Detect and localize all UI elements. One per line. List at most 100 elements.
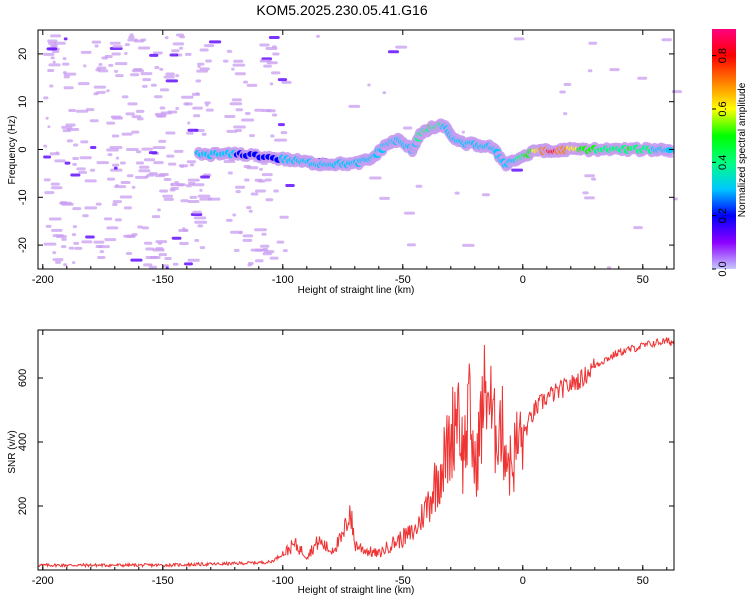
spectrogram-cell	[154, 174, 166, 178]
spectrogram-cell	[76, 167, 86, 171]
spectrogram-cell	[395, 45, 408, 49]
spectrogram-cell	[45, 224, 52, 228]
spectrogram-cell	[94, 44, 99, 48]
spectrogram-cell	[246, 166, 259, 170]
spectrogram-cell	[50, 44, 58, 48]
spectrogram-cell	[50, 56, 55, 60]
spectrogram-cell	[171, 49, 180, 53]
spectrogram-cell	[584, 174, 595, 178]
spectrogram-cell	[136, 117, 144, 121]
spectrogram-cell	[59, 201, 68, 205]
spectrogram-cell	[142, 78, 152, 82]
snr-y-tick-label: 400	[17, 433, 29, 451]
spectrogram-cell	[316, 34, 320, 38]
spectrogram-cell	[70, 173, 81, 177]
spectrogram-cell	[93, 85, 106, 89]
spectrogram-cell	[131, 69, 144, 73]
spectrogram-cell	[63, 72, 77, 76]
spectrogram-cell	[231, 98, 242, 102]
spectrogram-cell	[106, 121, 116, 125]
snr-x-tick-label: -200	[32, 575, 54, 587]
spectrogram-cell	[269, 256, 279, 260]
spectrogram-cell	[139, 165, 150, 169]
snr-x-tick-label: 50	[637, 575, 649, 587]
spectrogram-cell	[231, 67, 235, 71]
spectrogram-cell	[281, 80, 292, 84]
spectrogram-cell	[141, 84, 148, 88]
spectrogram-cell	[259, 43, 270, 47]
spectrogram-cell	[52, 60, 56, 64]
spectrogram-cell	[254, 178, 263, 182]
spectrogram-cell	[141, 147, 153, 151]
spectrogram-cell	[71, 233, 77, 237]
spectrogram-x-tick-label: -150	[152, 274, 174, 286]
spectrogram-cell	[180, 95, 194, 99]
spectrogram-cell	[131, 130, 140, 134]
spectrogram-cell	[265, 198, 274, 202]
spectrogram-cell	[119, 161, 126, 165]
spectrogram-cell	[205, 108, 214, 112]
spectrogram-cell	[96, 66, 107, 70]
spectrogram-cell	[138, 169, 151, 173]
spectrogram-cell	[175, 106, 180, 110]
spectrogram-cell	[43, 96, 49, 100]
spectrogram-cell	[98, 245, 110, 249]
spectrogram-cell	[82, 214, 89, 218]
spectrogram-cell	[192, 106, 203, 110]
spectrogram-cell	[155, 240, 168, 244]
spectrogram-cell	[232, 213, 237, 217]
spectrogram-x-tick-label: 0	[520, 274, 526, 286]
spectrogram-cell	[74, 246, 83, 250]
spectrogram-cell	[200, 175, 210, 179]
spectrogram-cell	[244, 112, 251, 116]
spectrogram-cell	[140, 72, 153, 76]
spectrogram-cell	[248, 209, 253, 213]
spectrogram-cell	[172, 262, 179, 266]
spectrogram-cell	[97, 255, 106, 259]
colorbar-tick-label: 0.0	[717, 261, 729, 276]
spectrogram-cell	[254, 259, 264, 263]
spectrogram-cell	[151, 215, 161, 219]
spectrogram-cell	[55, 260, 62, 264]
spectrogram-cell	[78, 170, 87, 174]
spectrogram-cell	[111, 163, 120, 167]
spectrogram-cell	[563, 112, 568, 116]
spectrogram-cell	[43, 242, 57, 246]
spectrogram-cell	[165, 131, 176, 135]
spectrogram-cell	[77, 82, 90, 86]
spectrogram-cell	[47, 39, 58, 43]
spectrogram-cell	[369, 176, 382, 180]
chart-title: KOM5.2025.230.05.41.G16	[256, 2, 427, 18]
spectrogram-cell	[63, 75, 70, 79]
spectrogram-cell	[242, 238, 253, 242]
spectrogram-cell	[201, 132, 207, 136]
spectrogram-cell	[187, 181, 196, 185]
spectrogram-cell	[671, 90, 683, 94]
spectrogram-cell	[235, 129, 242, 133]
spectrogram-cell	[115, 156, 120, 160]
spectrogram-cell	[454, 191, 460, 195]
spectrogram-cell	[164, 36, 169, 40]
spectrogram-cell	[158, 253, 167, 257]
snr-series-line	[37, 337, 675, 569]
spectrogram-cell	[166, 154, 175, 158]
spectrogram-cell	[157, 208, 161, 212]
spectrogram-cell	[108, 63, 114, 67]
spectrogram-cell	[52, 251, 57, 255]
spectrogram-cell	[148, 265, 157, 269]
spectrogram-cell	[114, 185, 127, 189]
spectrogram-cell	[272, 113, 278, 117]
spectrogram-cell	[135, 109, 145, 113]
spectrogram-cell	[199, 246, 206, 250]
spectrogram-cell	[119, 195, 133, 199]
spectrogram-cell	[193, 216, 207, 220]
spectrogram-cell	[180, 164, 185, 168]
spectrogram-cell	[277, 123, 285, 127]
spectrogram-cell	[229, 102, 243, 106]
spectrogram-cell	[269, 82, 274, 86]
spectrogram-cell	[84, 179, 97, 183]
spectrogram-cell	[45, 116, 49, 120]
snr-x-tick-label: -100	[272, 575, 294, 587]
spectrogram-cell	[207, 197, 221, 201]
